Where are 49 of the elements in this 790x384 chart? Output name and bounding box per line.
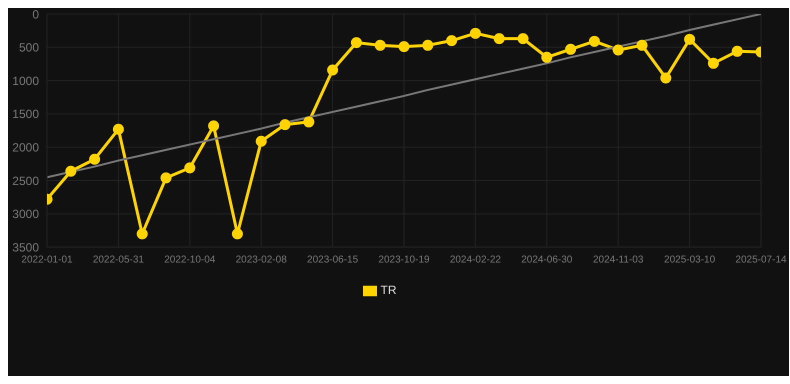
y-tick-label: 3000 (12, 207, 40, 222)
point (350, 37, 362, 48)
point (612, 44, 624, 56)
x-tick-label: 2025-07-14 (735, 254, 788, 266)
x-tick-label: 2022-10-04 (164, 254, 216, 266)
point (184, 162, 196, 174)
point (232, 228, 243, 240)
point (280, 119, 290, 130)
y-tick-label: 2000 (12, 140, 40, 154)
point (660, 72, 672, 84)
x-tick-label: 2022-01-01 (21, 254, 74, 266)
point (136, 228, 148, 240)
point (398, 41, 410, 52)
point (65, 166, 76, 177)
x-tick-label: 2024-11-03 (592, 254, 644, 266)
point (541, 52, 552, 63)
point (470, 28, 481, 39)
x-tick-label: 2022-05-31 (92, 254, 144, 266)
point (565, 44, 576, 55)
point (732, 46, 743, 57)
point (422, 40, 434, 51)
legend-label: TR (380, 283, 396, 298)
y-tick-label: 1000 (12, 74, 40, 88)
point (327, 64, 338, 76)
x-tick-label: 2023-10-19 (378, 254, 430, 266)
point (303, 116, 314, 128)
y-tick-label: 0 (32, 7, 40, 22)
x-tick-label: 2024-06-30 (521, 254, 573, 266)
x-tick-label: 2023-06-15 (307, 254, 359, 266)
x-tick-label: 2025-03-10 (664, 254, 716, 266)
point (494, 33, 505, 44)
point (684, 34, 696, 45)
point (708, 58, 719, 69)
point (446, 35, 458, 46)
point (160, 172, 172, 184)
point (518, 33, 528, 44)
y-tick-label: 3500 (12, 240, 40, 254)
point (588, 36, 600, 47)
x-tick-label: 2024-02-22 (450, 254, 502, 266)
y-tick-label: 2500 (12, 174, 40, 188)
point (256, 136, 267, 147)
x-tick-label: 2023-02-08 (236, 254, 288, 266)
point (89, 154, 100, 165)
y-tick-label: 500 (18, 40, 40, 55)
y-tick-label: 1500 (12, 107, 40, 122)
point (636, 40, 648, 51)
point (374, 40, 386, 51)
point (112, 124, 124, 135)
point (208, 120, 220, 132)
